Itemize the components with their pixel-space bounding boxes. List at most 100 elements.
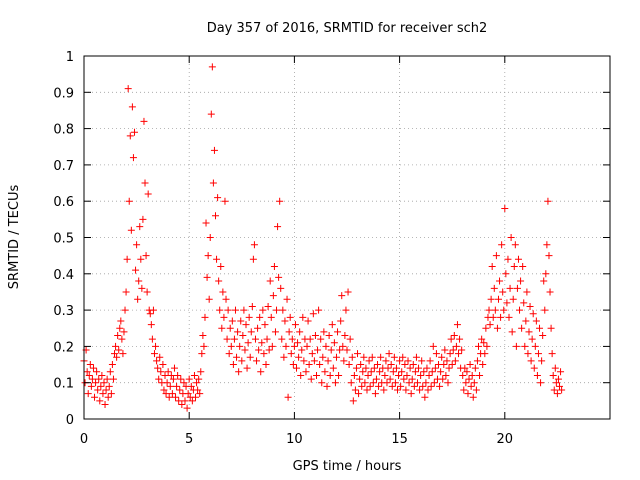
data-point (177, 375, 185, 383)
x-tick-label: 0 (80, 432, 88, 447)
data-point (530, 364, 538, 372)
data-point (355, 390, 363, 398)
data-point (203, 273, 211, 281)
data-point (337, 317, 345, 325)
data-point (226, 324, 234, 332)
data-point (239, 332, 247, 340)
data-point (464, 390, 472, 398)
data-point (514, 255, 522, 263)
data-point (165, 393, 173, 401)
data-point (518, 324, 526, 332)
data-point (338, 292, 346, 300)
data-point (486, 321, 494, 329)
data-point (262, 361, 270, 369)
data-point (453, 321, 461, 329)
data-point (302, 368, 310, 376)
data-point (267, 313, 275, 321)
data-point (109, 375, 117, 383)
data-point (351, 386, 359, 394)
data-point (143, 288, 151, 296)
y-tick-label: 0.5 (53, 232, 74, 247)
data-point (527, 357, 535, 365)
data-point (195, 375, 203, 383)
data-point (129, 154, 137, 162)
data-point (323, 382, 331, 390)
data-point (405, 379, 413, 387)
data-point (260, 350, 268, 358)
data-point (421, 393, 429, 401)
data-point (481, 350, 489, 358)
data-point (362, 364, 370, 372)
data-point (422, 379, 430, 387)
data-point (206, 234, 214, 241)
data-point (126, 132, 134, 140)
data-point (372, 375, 380, 383)
data-point (224, 306, 232, 314)
data-point (309, 310, 317, 318)
data-point (522, 317, 530, 325)
data-point (288, 335, 296, 343)
data-point (326, 371, 334, 379)
data-point (187, 382, 195, 390)
data-point (142, 252, 150, 260)
data-point (259, 306, 267, 314)
data-point (472, 386, 480, 394)
data-point (307, 375, 315, 383)
data-point (539, 332, 547, 340)
data-point (101, 400, 109, 408)
data-point (324, 357, 332, 365)
data-point (237, 317, 245, 325)
data-point (508, 328, 516, 336)
data-point (496, 277, 504, 285)
data-point (390, 353, 398, 361)
data-point (263, 335, 271, 343)
data-point (460, 386, 468, 394)
data-point (315, 306, 323, 314)
data-point (181, 397, 189, 405)
y-tick-label: 0.2 (53, 340, 74, 355)
data-point (375, 382, 383, 390)
y-tick-label: 1 (66, 50, 74, 65)
data-point (494, 295, 502, 303)
data-point (356, 375, 364, 383)
data-point (471, 364, 479, 372)
data-point (452, 342, 460, 350)
data-point (489, 313, 497, 321)
data-point (475, 342, 482, 350)
chart-title: Day 357 of 2016, SRMTID for receiver sch… (207, 21, 488, 36)
data-point (334, 328, 342, 336)
x-axis-label: GPS time / hours (293, 459, 402, 474)
data-point (105, 382, 113, 390)
data-point (102, 386, 110, 394)
data-point (387, 361, 395, 369)
data-point (122, 288, 130, 296)
data-point (473, 357, 481, 365)
data-point (549, 371, 557, 379)
data-point (446, 350, 454, 358)
data-point (94, 386, 102, 394)
data-point (91, 393, 99, 401)
data-point (344, 288, 352, 296)
data-point (359, 368, 367, 376)
data-point (470, 379, 478, 387)
data-point (174, 371, 182, 379)
data-point (558, 386, 566, 394)
data-point (456, 335, 464, 343)
data-point (504, 255, 512, 263)
data-point (328, 321, 336, 329)
data-point (385, 350, 393, 358)
data-point (213, 255, 221, 263)
data-point (264, 302, 272, 310)
data-point (364, 371, 372, 379)
data-point (112, 342, 120, 350)
data-point (163, 379, 171, 387)
data-point (479, 361, 487, 369)
data-point (493, 324, 501, 332)
data-point (550, 386, 558, 394)
data-point (411, 368, 419, 376)
data-point (161, 371, 169, 379)
data-point (448, 361, 456, 369)
data-point (490, 284, 498, 292)
data-point (521, 342, 529, 350)
data-point (290, 342, 298, 350)
